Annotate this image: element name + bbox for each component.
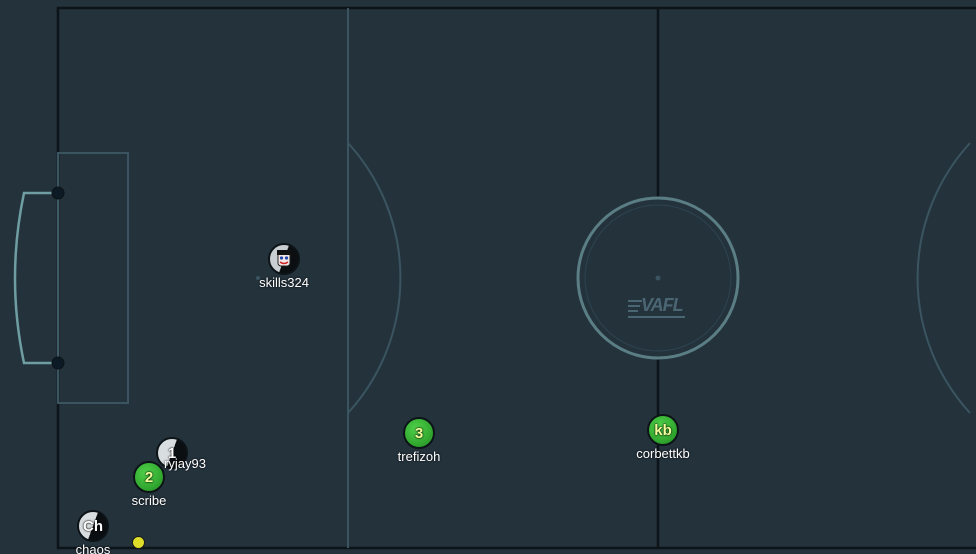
goal-left: [13, 191, 58, 365]
goal-post-bottom: [51, 356, 65, 370]
goal-post-top: [51, 186, 65, 200]
center-spot: [655, 275, 661, 281]
player-badge: Ch: [77, 510, 109, 542]
center-circle-inner: [584, 204, 732, 352]
player-disc: [268, 243, 300, 275]
player-name: scribe: [131, 493, 167, 508]
kick-marker: [256, 276, 260, 280]
player-ryjay93[interactable]: 1 ryjay93: [154, 435, 206, 471]
player-name: trefizoh: [397, 449, 441, 464]
player-corbettkb[interactable]: kb corbettkb: [636, 412, 690, 461]
ball: [132, 536, 145, 549]
player-name: corbettkb: [636, 446, 690, 461]
player-badge: 3: [403, 417, 435, 449]
player-scribe[interactable]: 2 scribe: [131, 459, 167, 508]
player-chaos[interactable]: Ch chaos: [75, 508, 111, 554]
vafl-watermark: VAFL: [641, 295, 684, 315]
player-badge: kb: [647, 414, 679, 446]
player-skills324[interactable]: skills324: [259, 241, 309, 290]
avatar-face-icon: [277, 250, 291, 267]
vafl-logo: [628, 300, 685, 318]
player-name: skills324: [259, 275, 309, 290]
player-badge: 1: [156, 437, 188, 469]
player-badge: 2: [133, 461, 165, 493]
player-name: chaos: [75, 542, 111, 554]
player-trefizoh[interactable]: 3 trefizoh: [398, 415, 440, 464]
arc-left: [347, 142, 402, 414]
player-name: ryjay93: [164, 456, 206, 471]
penalty-box-left: [57, 152, 129, 404]
arc-right: [916, 142, 971, 414]
